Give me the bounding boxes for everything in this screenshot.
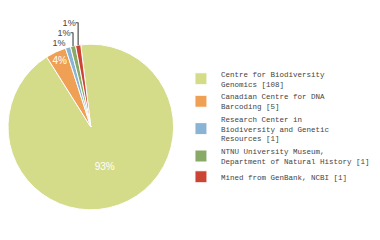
svg-text:1%: 1% bbox=[58, 28, 71, 38]
svg-text:Canadian Centre for DNABarcodi: Canadian Centre for DNABarcoding [5] bbox=[221, 93, 325, 111]
svg-text:4%: 4% bbox=[52, 55, 67, 66]
svg-text:NTNU University Museum,Departm: NTNU University Museum,Department of Nat… bbox=[221, 148, 370, 166]
svg-text:Research Center inBiodiversity: Research Center inBiodiversity and Genet… bbox=[221, 116, 329, 144]
svg-text:1%: 1% bbox=[63, 18, 76, 28]
svg-text:93%: 93% bbox=[95, 161, 115, 172]
svg-text:Mined from GenBank, NCBI [1]: Mined from GenBank, NCBI [1] bbox=[221, 174, 347, 182]
svg-text:Centre for BiodiversityGenomic: Centre for BiodiversityGenomics [108] bbox=[221, 71, 325, 89]
svg-text:1%: 1% bbox=[52, 38, 65, 48]
